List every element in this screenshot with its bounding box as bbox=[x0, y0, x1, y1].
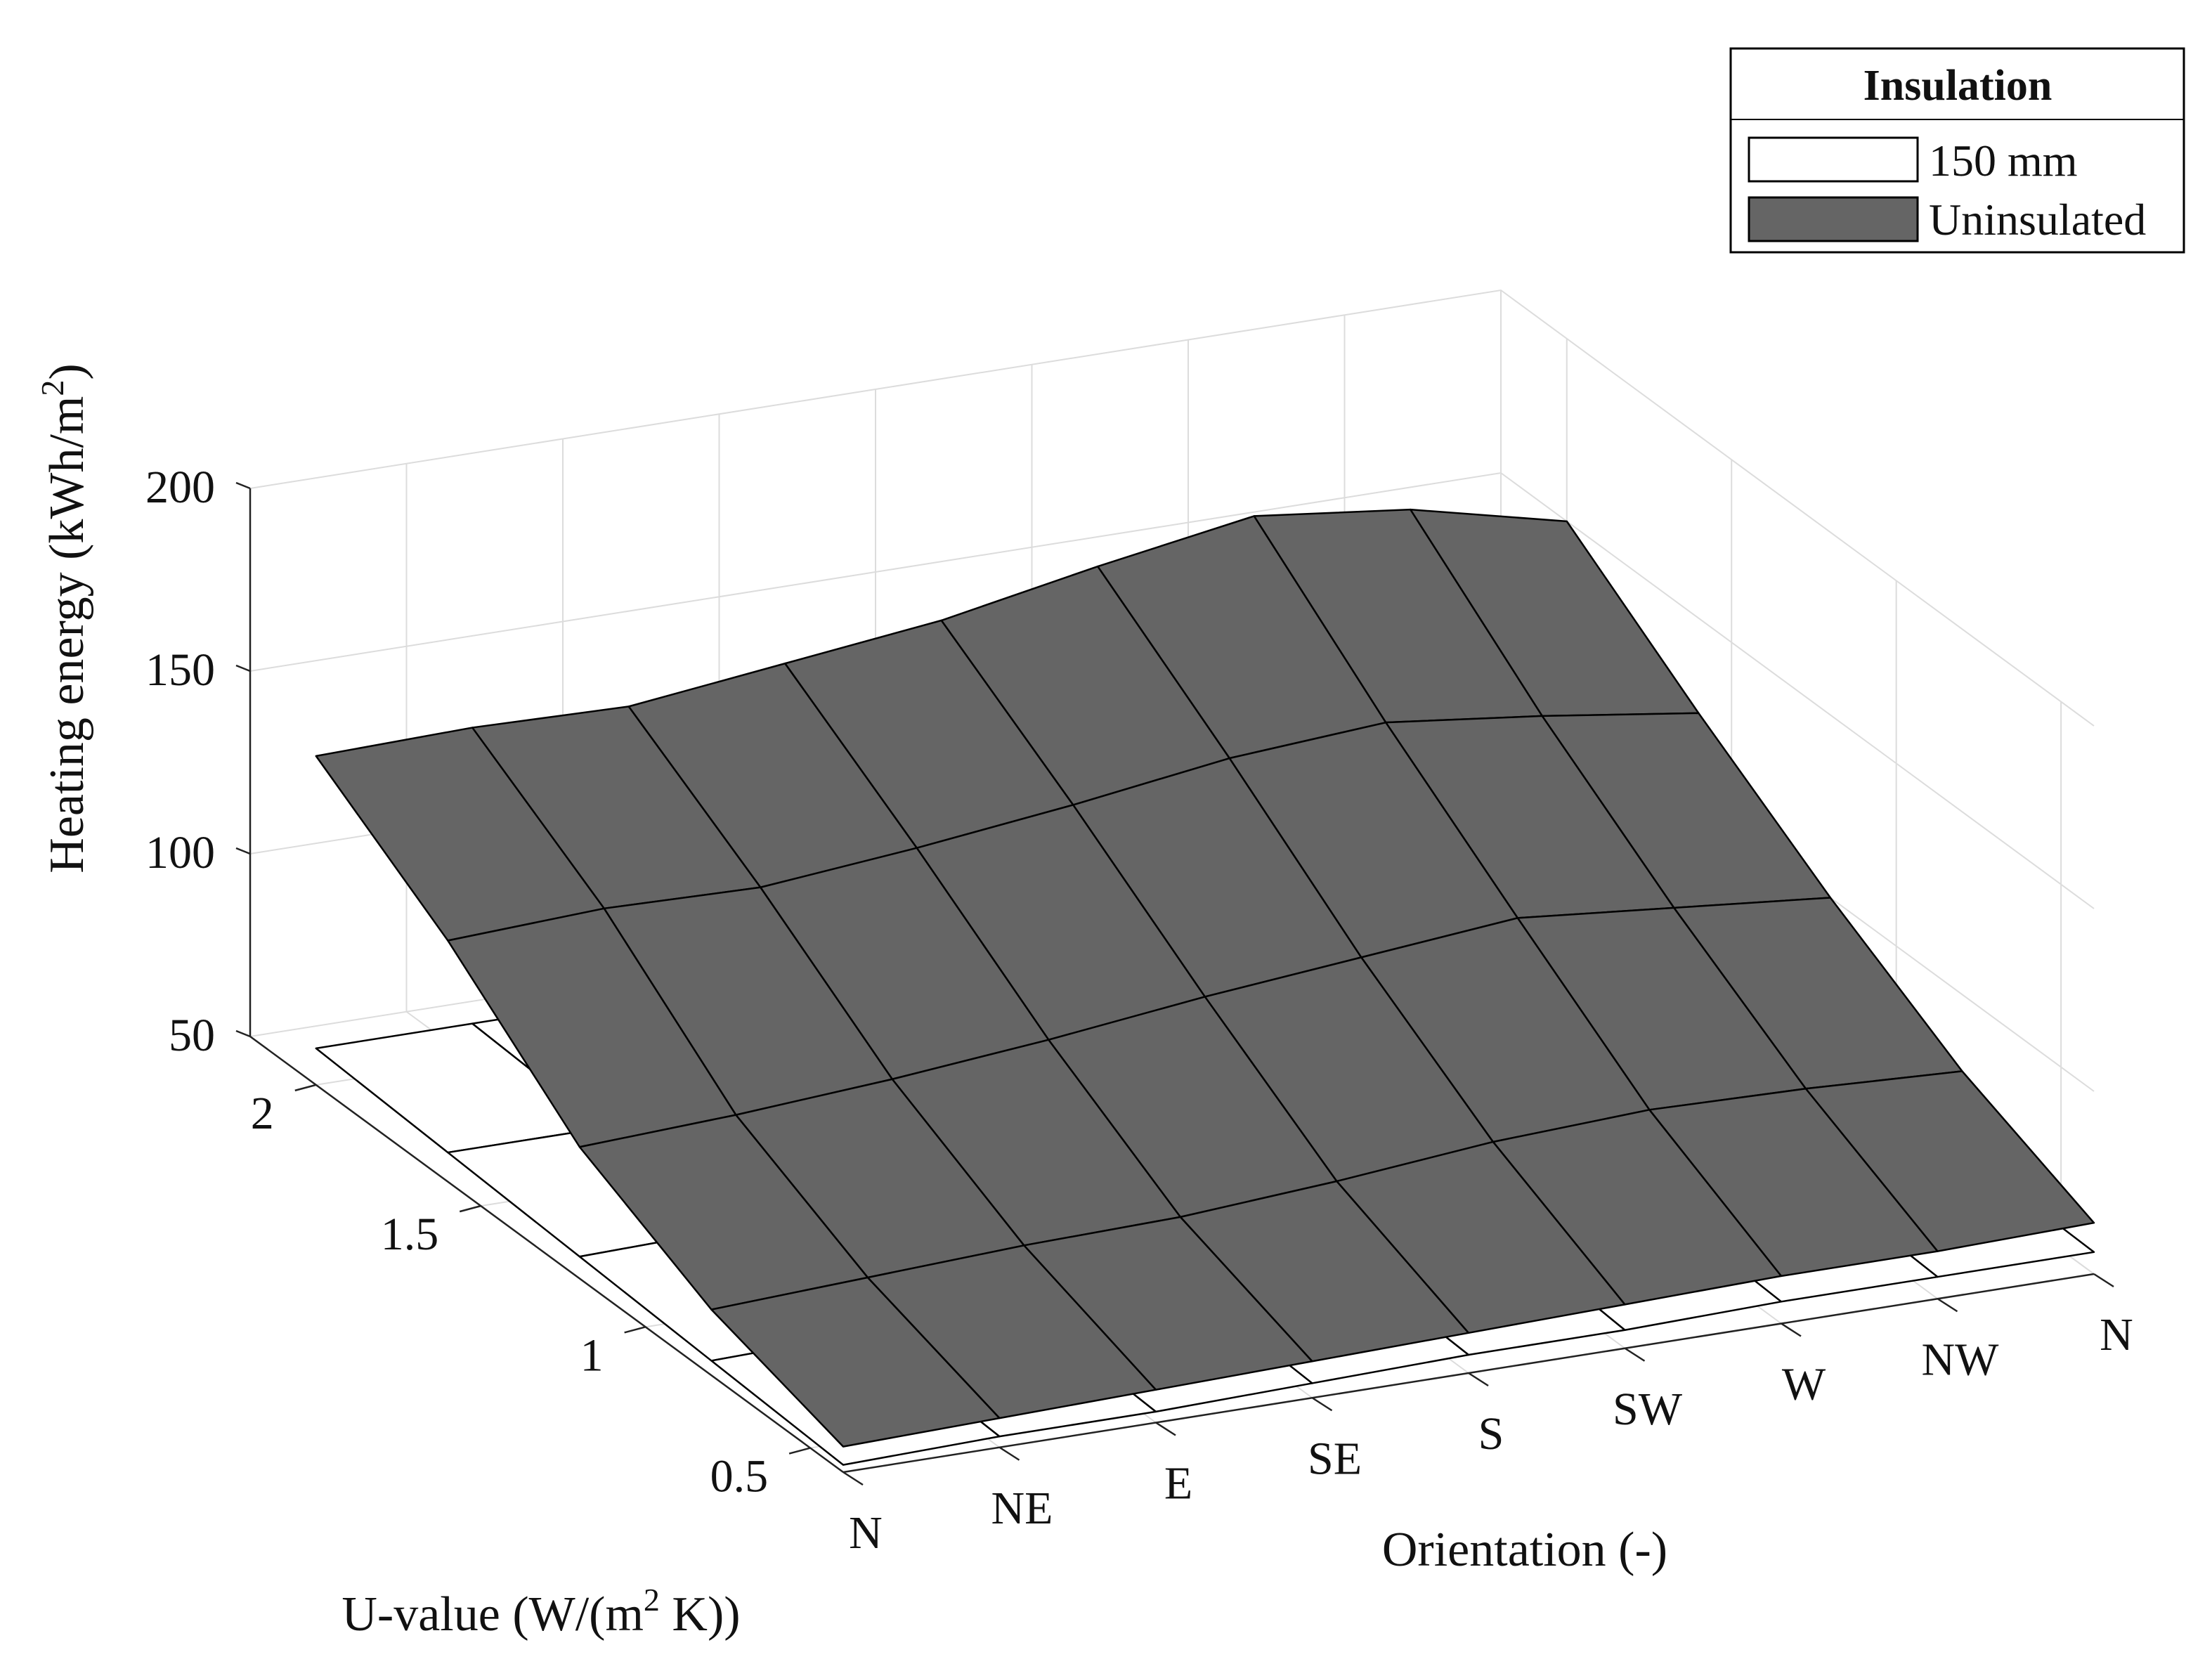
grid-line-horizontal bbox=[249, 472, 2095, 909]
z-tick-label: 150 bbox=[145, 644, 215, 696]
x-tick-mark bbox=[842, 1471, 864, 1486]
z-tick-mark bbox=[235, 481, 251, 490]
y-axis-line bbox=[249, 1035, 844, 1474]
surfaces bbox=[315, 508, 2095, 1466]
tick-labels: 50 100 150 200 N NE E SE S SW W NW N 0.5 1 1.5 2 bbox=[145, 462, 2133, 1559]
y-tick-mark bbox=[294, 1084, 317, 1092]
z-tick-label: 50 bbox=[169, 1010, 215, 1061]
x-tick-mark bbox=[1937, 1298, 1958, 1313]
legend: Insulation 150 mm Uninsulated bbox=[1729, 47, 2185, 254]
x-tick-label: S bbox=[1478, 1408, 1504, 1460]
x-tick-label: SW bbox=[1613, 1384, 1683, 1435]
x-tick-mark bbox=[998, 1446, 1020, 1461]
surface-uninsulated bbox=[315, 508, 2095, 1448]
y-tick-label: 0.5 bbox=[710, 1451, 769, 1502]
x-tick-mark bbox=[1781, 1322, 1802, 1337]
y-tick-mark bbox=[624, 1326, 646, 1334]
y-axis-label: U-value (W/(m2 K)) bbox=[341, 1582, 740, 1642]
legend-swatch-uninsulated bbox=[1748, 196, 1919, 242]
y-tick-mark bbox=[459, 1204, 481, 1213]
x-tick-mark bbox=[1468, 1372, 1489, 1387]
x-tick-mark bbox=[1311, 1397, 1333, 1412]
y-tick-label: 2 bbox=[251, 1088, 274, 1139]
z-axis-label: Heating energy (kWh/m2) bbox=[34, 363, 94, 873]
surface-patch bbox=[1804, 1070, 2095, 1252]
z-tick-mark bbox=[235, 1029, 251, 1038]
grid-line-horizontal bbox=[249, 289, 2095, 727]
x-tick-label: N bbox=[2100, 1309, 2133, 1360]
z-tick-label: 100 bbox=[145, 827, 215, 878]
y-tick-label: 1 bbox=[580, 1330, 604, 1381]
legend-label-uninsulated: Uninsulated bbox=[1929, 195, 2146, 245]
x-tick-mark bbox=[1624, 1347, 1646, 1362]
x-tick-label: N bbox=[849, 1507, 883, 1559]
z-tick-mark bbox=[235, 664, 251, 672]
legend-label-150mm: 150 mm bbox=[1929, 136, 2078, 186]
x-tick-label: E bbox=[1164, 1458, 1192, 1509]
legend-title: Insulation bbox=[1863, 62, 2052, 110]
z-tick-label: 200 bbox=[145, 462, 215, 513]
x-axis-label: Orientation (-) bbox=[1382, 1523, 1667, 1577]
x-tick-mark bbox=[1155, 1422, 1176, 1436]
x-tick-mark bbox=[2093, 1273, 2114, 1288]
z-tick-mark bbox=[235, 847, 251, 855]
legend-swatch-150mm bbox=[1748, 136, 1919, 183]
y-tick-mark bbox=[788, 1447, 811, 1455]
x-tick-label: NW bbox=[1922, 1334, 2000, 1385]
x-tick-label: NE bbox=[991, 1483, 1053, 1534]
y-tick-label: 1.5 bbox=[381, 1209, 439, 1260]
x-tick-label: W bbox=[1782, 1359, 1826, 1410]
x-tick-label: SE bbox=[1308, 1433, 1362, 1484]
